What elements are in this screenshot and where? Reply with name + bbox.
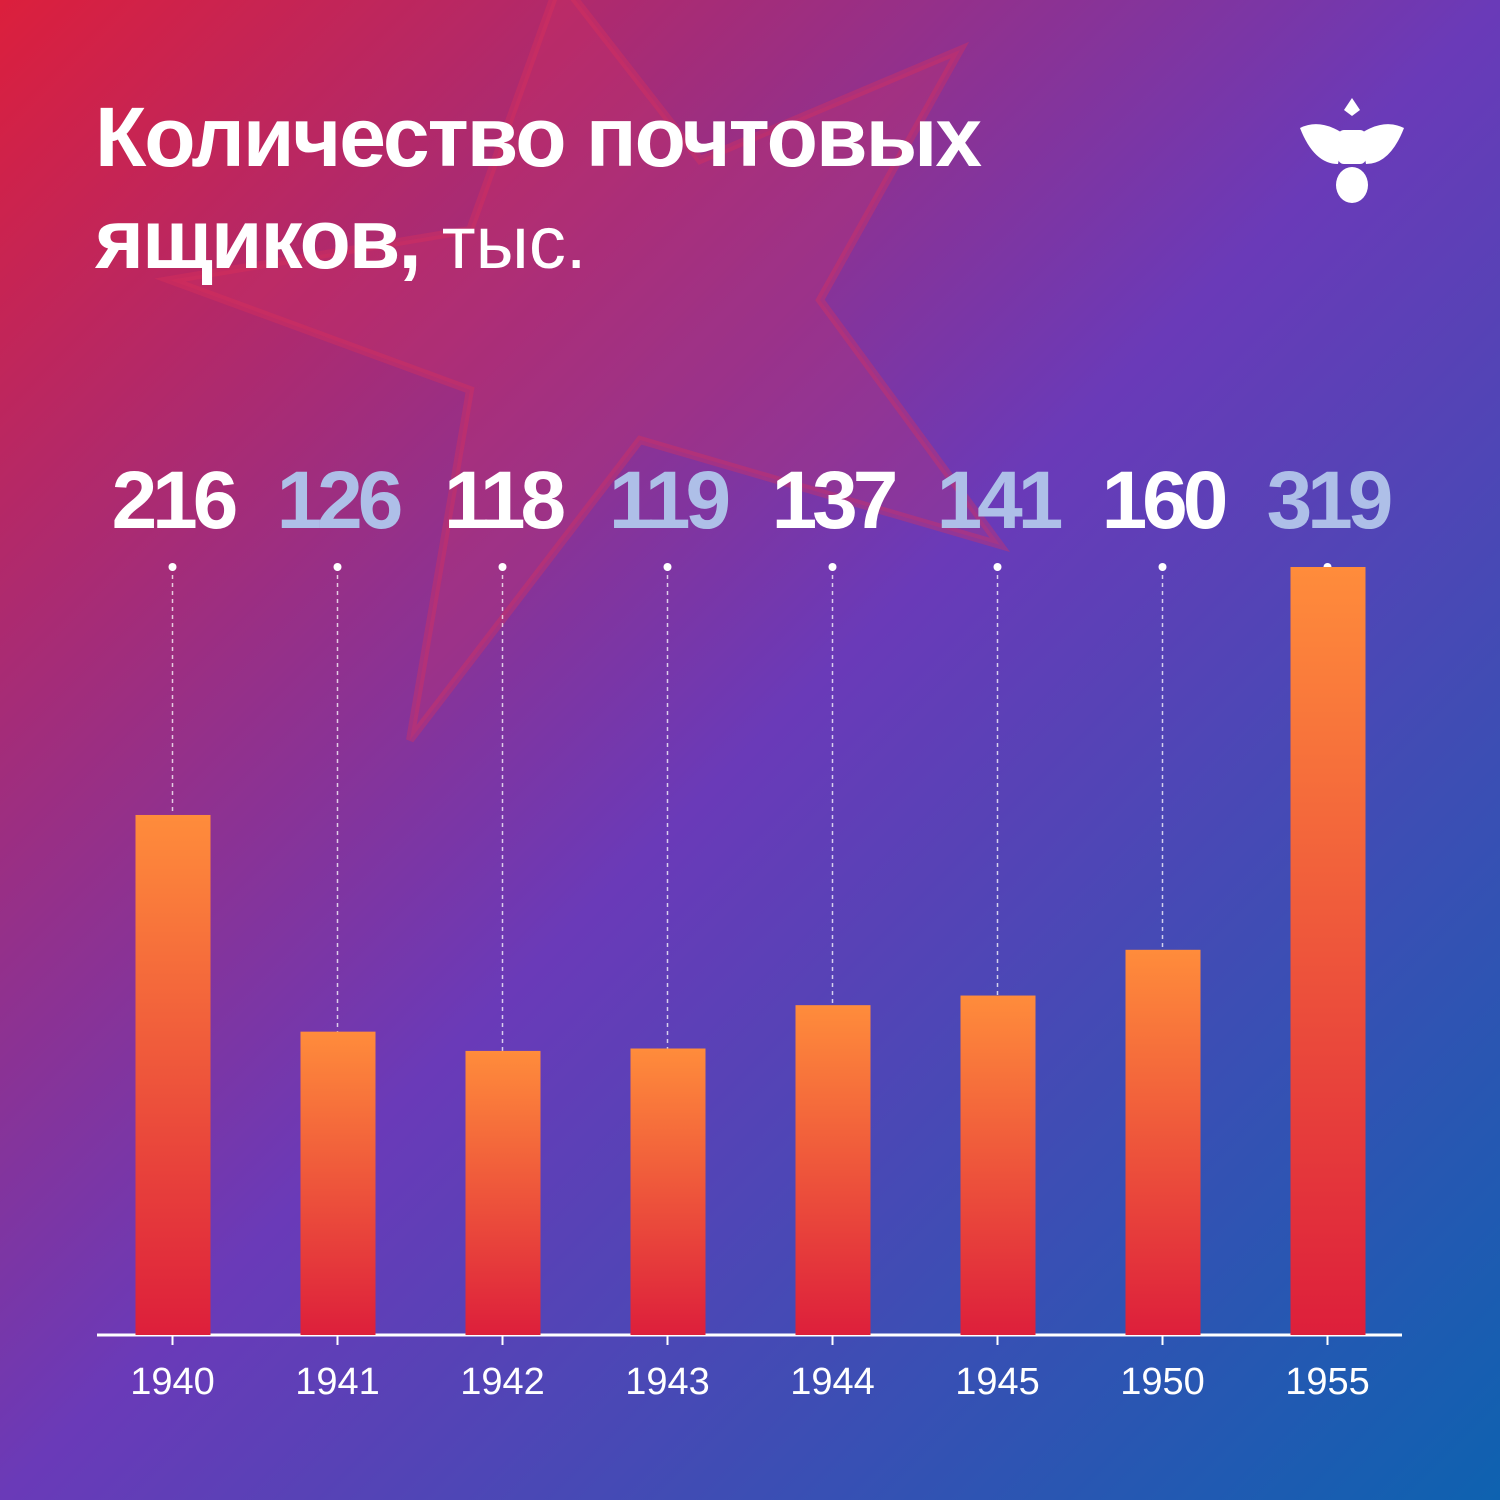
value-label: 160 (1102, 455, 1226, 546)
leader-dot (168, 563, 177, 571)
value-label: 319 (1267, 455, 1391, 546)
value-label: 141 (937, 455, 1062, 546)
value-label: 119 (609, 455, 729, 546)
bar (1125, 949, 1201, 1335)
x-tick-label: 1945 (955, 1361, 1040, 1403)
leader-dot (663, 563, 672, 571)
x-tick-label: 1950 (1120, 1361, 1205, 1403)
unit-label: тыс. (442, 201, 587, 284)
star-decoration (154, 0, 1011, 743)
bar (795, 1005, 871, 1335)
x-tick-label: 1943 (625, 1361, 710, 1403)
leader-dot (498, 563, 507, 571)
x-tick-label: 1944 (790, 1361, 875, 1403)
bar (135, 814, 211, 1335)
value-label: 118 (444, 455, 565, 546)
value-label: 137 (772, 455, 895, 546)
x-tick-label: 1942 (460, 1361, 545, 1403)
leader-dot (828, 563, 837, 571)
leader-dot (993, 563, 1002, 571)
value-label: 126 (277, 455, 401, 546)
bar (465, 1050, 541, 1335)
value-label: 216 (112, 455, 236, 546)
x-tick-label: 1940 (130, 1361, 215, 1403)
x-tick-label: 1941 (295, 1361, 380, 1403)
bar (960, 995, 1036, 1335)
bar (300, 1031, 376, 1335)
bar (1290, 567, 1366, 1335)
leader-dot (1158, 563, 1167, 571)
x-tick-label: 1955 (1285, 1361, 1370, 1403)
emblem (1300, 98, 1404, 203)
bar (630, 1048, 706, 1335)
leader-dot (333, 563, 342, 571)
chart-title: Количество почтовых ящиков, (94, 90, 982, 286)
